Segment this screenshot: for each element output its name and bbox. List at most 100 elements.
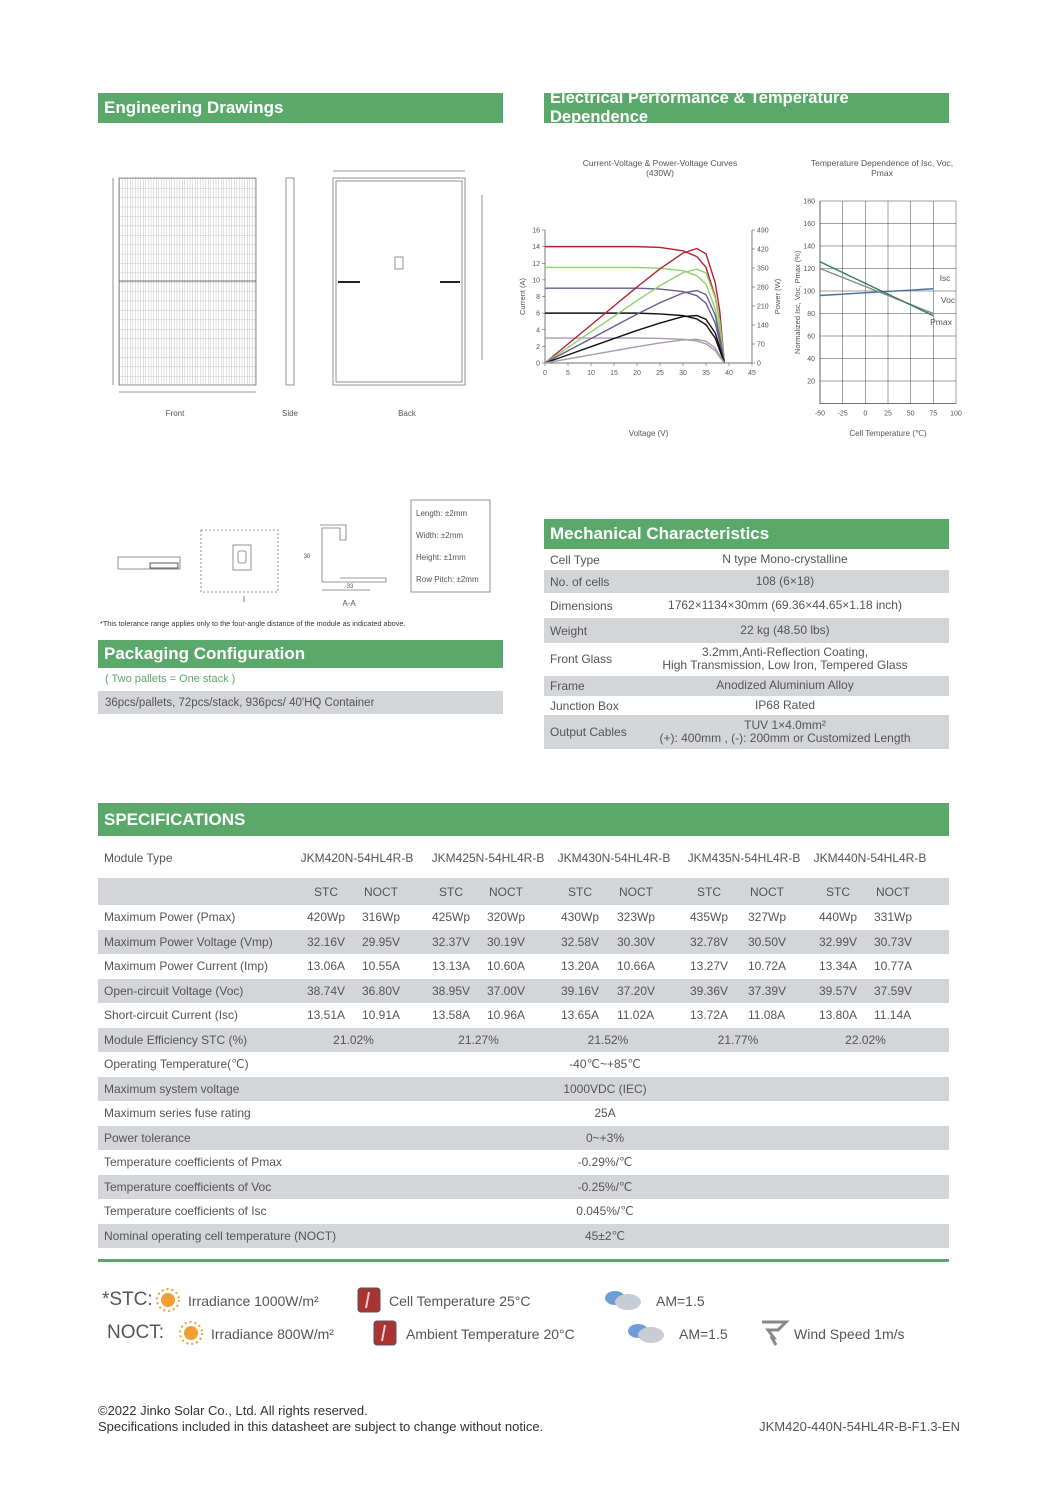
y-tick-label: 14 [532, 244, 540, 251]
spec-value: 21.52% [587, 1032, 629, 1047]
series-line [544, 289, 726, 364]
row-bg [544, 676, 949, 696]
spec-value: 13.13A [432, 959, 471, 973]
spec-value: 430Wp [561, 910, 600, 924]
spec-label: Module Type [104, 851, 173, 865]
x-tick-label: 45 [748, 370, 756, 377]
y-tick-label: 60 [807, 334, 815, 341]
footer: Specifications included in this datashee… [98, 1419, 544, 1434]
spec-value: 30.50V [748, 934, 787, 949]
spec-value: 37.20V [617, 983, 656, 998]
y-tick-label: 8 [536, 294, 540, 301]
spec-value: 13.20A [561, 959, 600, 973]
packaging-text: 36pcs/pallets, 72pcs/stack, 936pcs/ 40'H… [105, 697, 375, 709]
y-tick-label: 20 [807, 379, 815, 386]
mech-label: Front Glass [550, 652, 613, 666]
series-label: Isc [940, 273, 952, 283]
spec-value: 13.80A [819, 1008, 858, 1022]
footer: ©2022 Jinko Solar Co., Ltd. All rights r… [98, 1403, 368, 1418]
series-line [544, 247, 726, 364]
mech-value: 108 (6×18) [755, 573, 815, 588]
y-tick-label: 16 [532, 228, 540, 235]
series-line [544, 268, 726, 364]
condition: NOCT [619, 885, 653, 899]
subtitle: ( Two pallets = One stack ) [105, 673, 236, 685]
spec-value: 39.16V [561, 983, 600, 998]
engineering-drawing [112, 170, 491, 593]
tolerance: Width: ±2mm [416, 531, 464, 540]
spec-label: Power tolerance [104, 1130, 191, 1145]
mech-value: 22 kg (48.50 lbs) [740, 622, 830, 637]
model: JKM425N-54HL4R-B [431, 851, 545, 865]
x-tick-label: 50 [907, 411, 915, 418]
spec-value: 21.77% [717, 1032, 759, 1047]
spec-value: 1000VDC (IEC) [563, 1081, 647, 1096]
chart-title: Temperature Dependence of Isc, Voc, Pmax [810, 158, 954, 178]
mech-label: Frame [550, 679, 585, 693]
divider [98, 1259, 949, 1262]
mech-value: N type Mono-crystalline [722, 552, 848, 566]
spec-value: 13.34A [819, 959, 858, 973]
y-axis-label: Normalized Isc, Voc, Pmax (%) [793, 250, 802, 354]
spec-value: 38.74V [307, 983, 346, 998]
spec-value: 30.30V [617, 934, 656, 949]
x-axis-label: Cell Temperature (℃) [849, 429, 927, 438]
spec-value: -40℃~+85℃ [569, 1057, 641, 1071]
spec-value: 320Wp [487, 910, 526, 924]
section-header: Packaging Configuration [98, 640, 503, 668]
legend-label: *STC: [102, 1289, 153, 1310]
spec-value: 10.55A [362, 959, 401, 973]
x-tick-label: 30 [679, 370, 687, 377]
row-bg [544, 618, 949, 643]
condition: STC [697, 885, 721, 899]
legend-item: Ambient Temperature 20°C [406, 1326, 575, 1342]
model: JKM435N-54HL4R-B [687, 851, 801, 865]
spec-value: 435Wp [690, 910, 729, 924]
spec-label: Maximum Power (Pmax) [104, 910, 236, 924]
y-tick-label: 180 [803, 199, 815, 206]
mech-value: TUV 1×4.0mm² (+): 400mm , (-): 200mm or … [659, 718, 911, 745]
legend-item: AM=1.5 [656, 1293, 705, 1309]
spec-value: 10.91A [362, 1008, 401, 1022]
series-line [545, 287, 726, 364]
x-tick-label: 100 [950, 411, 962, 418]
tolerance: Height: ±1mm [416, 553, 466, 562]
spec-value: -0.25%/℃ [577, 1179, 633, 1194]
spec-value: 29.95V [362, 934, 401, 949]
y2-tick-label: 210 [757, 304, 769, 311]
section-label: A-A [342, 599, 356, 608]
series-label: Voc [941, 295, 956, 305]
y2-tick-label: 280 [757, 285, 769, 292]
mech-label: Output Cables [550, 725, 627, 739]
mech-label: No. of cells [550, 574, 610, 589]
x-tick-label: 20 [633, 370, 641, 377]
spec-label: Maximum system voltage [104, 1081, 240, 1096]
y2-tick-label: 140 [757, 323, 769, 330]
y-tick-label: 10 [532, 277, 540, 284]
y-tick-label: 140 [803, 244, 815, 251]
spec-value: 0.045%/℃ [576, 1204, 634, 1218]
spec-value: 32.99V [819, 934, 858, 949]
mech-label: Cell Type [550, 553, 600, 567]
spec-value: 25A [594, 1106, 616, 1120]
tolerance: Length: ±2mm [416, 509, 468, 518]
row-bg [98, 1076, 949, 1101]
spec-value: 32.37V [432, 934, 471, 949]
spec-value: 37.59V [874, 983, 913, 998]
dimension-label: 33 [346, 584, 354, 590]
spec-value: 13.72A [690, 1008, 729, 1022]
y-tick-label: 100 [803, 289, 815, 296]
legend-item: AM=1.5 [679, 1326, 728, 1342]
row-bg [98, 878, 949, 905]
spec-value: 45±2℃ [584, 1228, 626, 1243]
series-line [545, 337, 725, 364]
spec-value: 440Wp [819, 910, 858, 924]
y-tick-label: 0 [536, 361, 540, 368]
spec-value: 22.02% [845, 1032, 886, 1047]
spec-value: 38.95V [432, 983, 471, 998]
spec-value: 13.51A [307, 1008, 346, 1022]
y2-axis-label: Power (W) [773, 278, 782, 314]
row-bg [98, 1125, 949, 1150]
y2-tick-label: 0 [757, 361, 761, 368]
